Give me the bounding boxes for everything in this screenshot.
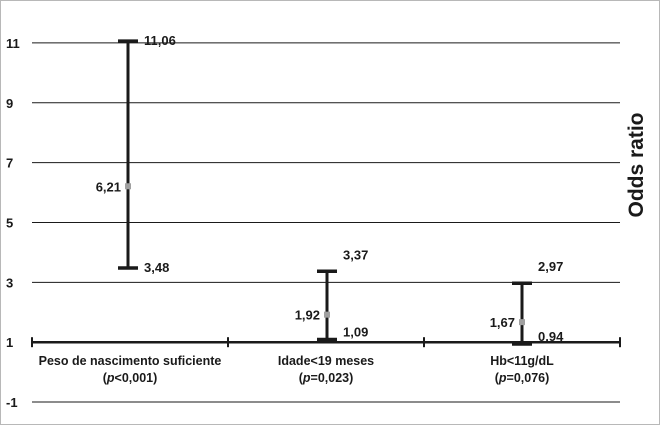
upper-value-label: 2,97 <box>538 259 563 274</box>
odds-ratio-point <box>519 319 525 326</box>
p-value-label: (p=0,023) <box>299 371 354 385</box>
y-tick-label: 1 <box>6 335 13 350</box>
odds-ratio-point <box>324 311 330 318</box>
y-tick-label: 3 <box>6 275 13 290</box>
lower-value-label: 3,48 <box>144 260 169 275</box>
grid-lines <box>32 42 620 403</box>
or-value-label: 1,67 <box>490 315 515 330</box>
y-axis-label: Odds ratio <box>625 112 648 217</box>
y-tick-label: 7 <box>6 156 13 171</box>
y-tick-label: 11 <box>6 36 20 51</box>
or-value-label: 6,21 <box>96 179 121 194</box>
category-labels: Peso de nascimento suficiente (p<0,001) Id… <box>39 354 554 385</box>
error-bar: 11,06 3,48 6,21 <box>96 33 176 275</box>
error-bar: 2,97 0,94 1,67 <box>490 259 564 346</box>
error-bars: 11,06 3,48 6,21 3,37 1,09 1,92 2,97 0,94 1,67 <box>96 33 564 346</box>
error-bar: 3,37 1,09 1,92 <box>295 247 368 342</box>
y-tick-label: -1 <box>6 395 18 410</box>
category-label: Peso de nascimento suficiente <box>39 354 222 368</box>
category-label: Hb<11g/dL <box>490 354 554 368</box>
p-value-label: (p=0,076) <box>495 371 550 385</box>
lower-value-label: 0,94 <box>538 329 564 344</box>
y-tick-label: 5 <box>6 215 13 230</box>
odds-ratio-point <box>125 183 131 190</box>
category-label: Idade<19 meses <box>278 354 374 368</box>
y-tick-label: 9 <box>6 96 13 111</box>
y-tick-labels: -1 1 3 5 7 9 11 <box>6 36 20 410</box>
lower-value-label: 1,09 <box>343 324 368 339</box>
upper-value-label: 11,06 <box>144 33 176 48</box>
upper-value-label: 3,37 <box>343 247 368 262</box>
p-value-label: (p<0,001) <box>103 371 158 385</box>
or-value-label: 1,92 <box>295 308 320 323</box>
